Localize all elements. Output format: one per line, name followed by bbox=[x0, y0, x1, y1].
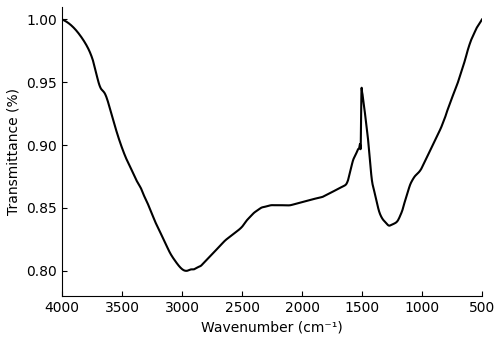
Y-axis label: Transmittance (%): Transmittance (%) bbox=[7, 88, 21, 215]
X-axis label: Wavenumber (cm⁻¹): Wavenumber (cm⁻¹) bbox=[201, 320, 342, 334]
